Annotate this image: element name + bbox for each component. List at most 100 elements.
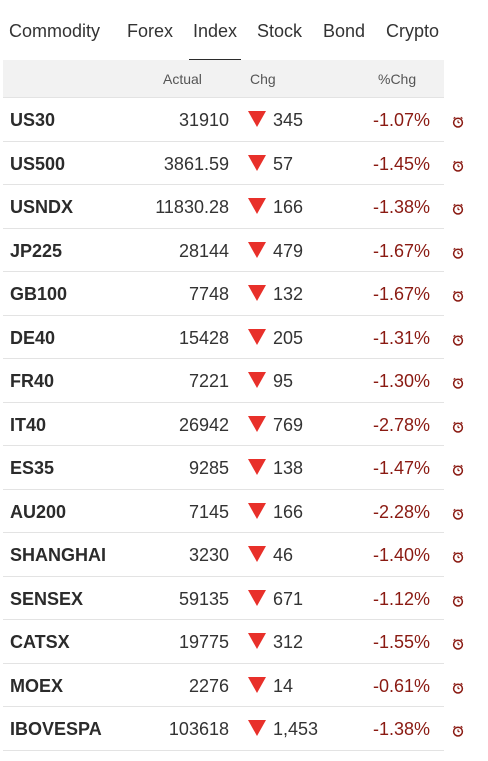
table-row[interactable]: IT40 26942 769 -2.78% [3, 403, 464, 446]
percent-change: -2.28% [372, 501, 430, 522]
alarm-clock-icon[interactable] [452, 637, 464, 650]
actual-value: 15428 [178, 327, 229, 348]
index-name: CATSX [10, 632, 70, 652]
alarm-clock-icon[interactable] [452, 507, 464, 520]
percent-change: -1.38% [372, 719, 430, 739]
alarm-clock-icon[interactable] [452, 333, 464, 346]
change-value: 138 [273, 458, 304, 478]
alarm-clock-icon[interactable] [452, 159, 464, 172]
actual-value: 31910 [178, 110, 229, 130]
change-value: 95 [273, 371, 294, 391]
percent-change: -1.30% [372, 371, 430, 391]
actual-value: 26942 [178, 414, 229, 435]
down-arrow-icon [248, 502, 266, 519]
index-name: JP225 [10, 240, 63, 261]
table-row[interactable]: FR40 7221 95 -1.30% [3, 359, 464, 403]
down-arrow-icon [248, 372, 266, 388]
header-pct-chg: %Chg [378, 71, 417, 87]
table-row[interactable]: IBOVESPA 103618 1,453 -1.38% [3, 707, 464, 751]
alarm-clock-icon[interactable] [452, 246, 464, 259]
index-name: IT40 [10, 414, 47, 435]
index-name: SHANGHAI [10, 545, 107, 565]
alarm-clock-icon[interactable] [452, 463, 464, 476]
alarm-clock-icon[interactable] [452, 202, 464, 215]
alarm-clock-icon[interactable] [452, 550, 464, 563]
index-name: US500 [10, 153, 66, 174]
down-arrow-icon [248, 241, 266, 258]
change-value: 312 [273, 632, 304, 652]
change-value: 57 [273, 153, 294, 174]
actual-value: 2276 [188, 675, 229, 696]
table-row[interactable]: USNDX 11830.28 166 -1.38% [3, 185, 464, 229]
down-arrow-icon [248, 154, 266, 171]
percent-change: -1.40% [372, 545, 430, 565]
alarm-clock-icon[interactable] [452, 115, 464, 128]
percent-change: -1.07% [372, 110, 430, 130]
table-row[interactable]: US500 3861.59 57 -1.45% [3, 142, 464, 185]
actual-value: 7748 [188, 284, 229, 304]
tab-stock[interactable]: Stock [257, 21, 303, 41]
tab-crypto[interactable]: Crypto [386, 21, 440, 41]
alarm-clock-icon[interactable] [452, 594, 464, 607]
tab-forex[interactable]: Forex [127, 21, 174, 41]
change-value: 345 [273, 110, 304, 130]
percent-change: -0.61% [372, 675, 430, 696]
alarm-clock-icon[interactable] [452, 420, 464, 433]
tab-bond[interactable]: Bond [323, 21, 366, 41]
table-row[interactable]: JP225 28144 479 -1.67% [3, 229, 464, 272]
index-name: IBOVESPA [10, 719, 102, 739]
down-arrow-icon [248, 633, 266, 649]
percent-change: -1.45% [372, 153, 430, 174]
actual-value: 59135 [178, 588, 229, 609]
percent-change: -1.67% [372, 240, 430, 261]
percent-change: -1.31% [372, 327, 430, 348]
change-value: 166 [273, 197, 304, 217]
change-value: 132 [273, 284, 304, 304]
percent-change: -1.38% [372, 197, 430, 217]
table-row[interactable]: DE40 15428 205 -1.31% [3, 316, 464, 359]
table-row[interactable]: MOEX 2276 14 -0.61% [3, 664, 464, 707]
alarm-clock-icon[interactable] [452, 289, 464, 302]
index-name: MOEX [10, 675, 64, 696]
index-name: SENSEX [10, 588, 84, 609]
index-name: AU200 [10, 501, 67, 522]
alarm-clock-icon[interactable] [452, 681, 464, 694]
table-row[interactable]: AU200 7145 166 -2.28% [3, 490, 464, 533]
actual-value: 11830.28 [155, 197, 229, 217]
tab-index[interactable]: Index [188, 21, 242, 61]
table-row[interactable]: ES35 9285 138 -1.47% [3, 446, 464, 490]
actual-value: 7221 [188, 371, 229, 391]
down-arrow-icon [248, 415, 266, 432]
table-row[interactable]: GB100 7748 132 -1.67% [3, 272, 464, 316]
down-arrow-icon [248, 285, 266, 301]
percent-change: -1.47% [372, 458, 430, 478]
down-arrow-icon [248, 676, 266, 693]
change-value: 46 [273, 545, 294, 565]
percent-change: -1.55% [372, 632, 430, 652]
actual-value: 3230 [188, 545, 229, 565]
table-row[interactable]: SENSEX 59135 671 -1.12% [3, 577, 464, 620]
change-value: 479 [273, 240, 304, 261]
market-tabs: Commodity Forex Index Stock Bond Crypto [0, 0, 488, 61]
down-arrow-icon [248, 720, 266, 736]
index-name: DE40 [10, 327, 56, 348]
percent-change: -1.12% [372, 588, 430, 609]
tab-commodity[interactable]: Commodity [9, 21, 101, 41]
actual-value: 19775 [178, 632, 229, 652]
change-value: 1,453 [273, 719, 319, 739]
index-name: FR40 [10, 371, 55, 391]
actual-value: 103618 [168, 719, 229, 739]
table-row[interactable]: CATSX 19775 312 -1.55% [3, 620, 464, 664]
table-row[interactable]: US30 31910 345 -1.07% [3, 98, 464, 142]
actual-value: 3861.59 [163, 153, 229, 174]
table-row[interactable]: SHANGHAI 3230 46 -1.40% [3, 533, 464, 577]
alarm-clock-icon[interactable] [452, 724, 464, 737]
actual-value: 28144 [178, 240, 229, 261]
down-arrow-icon [248, 198, 266, 214]
index-name: USNDX [10, 197, 74, 217]
table-header: Actual Chg %Chg [3, 60, 444, 98]
change-value: 166 [273, 501, 304, 522]
change-value: 14 [273, 675, 294, 696]
down-arrow-icon [248, 589, 266, 606]
alarm-clock-icon[interactable] [452, 376, 464, 389]
